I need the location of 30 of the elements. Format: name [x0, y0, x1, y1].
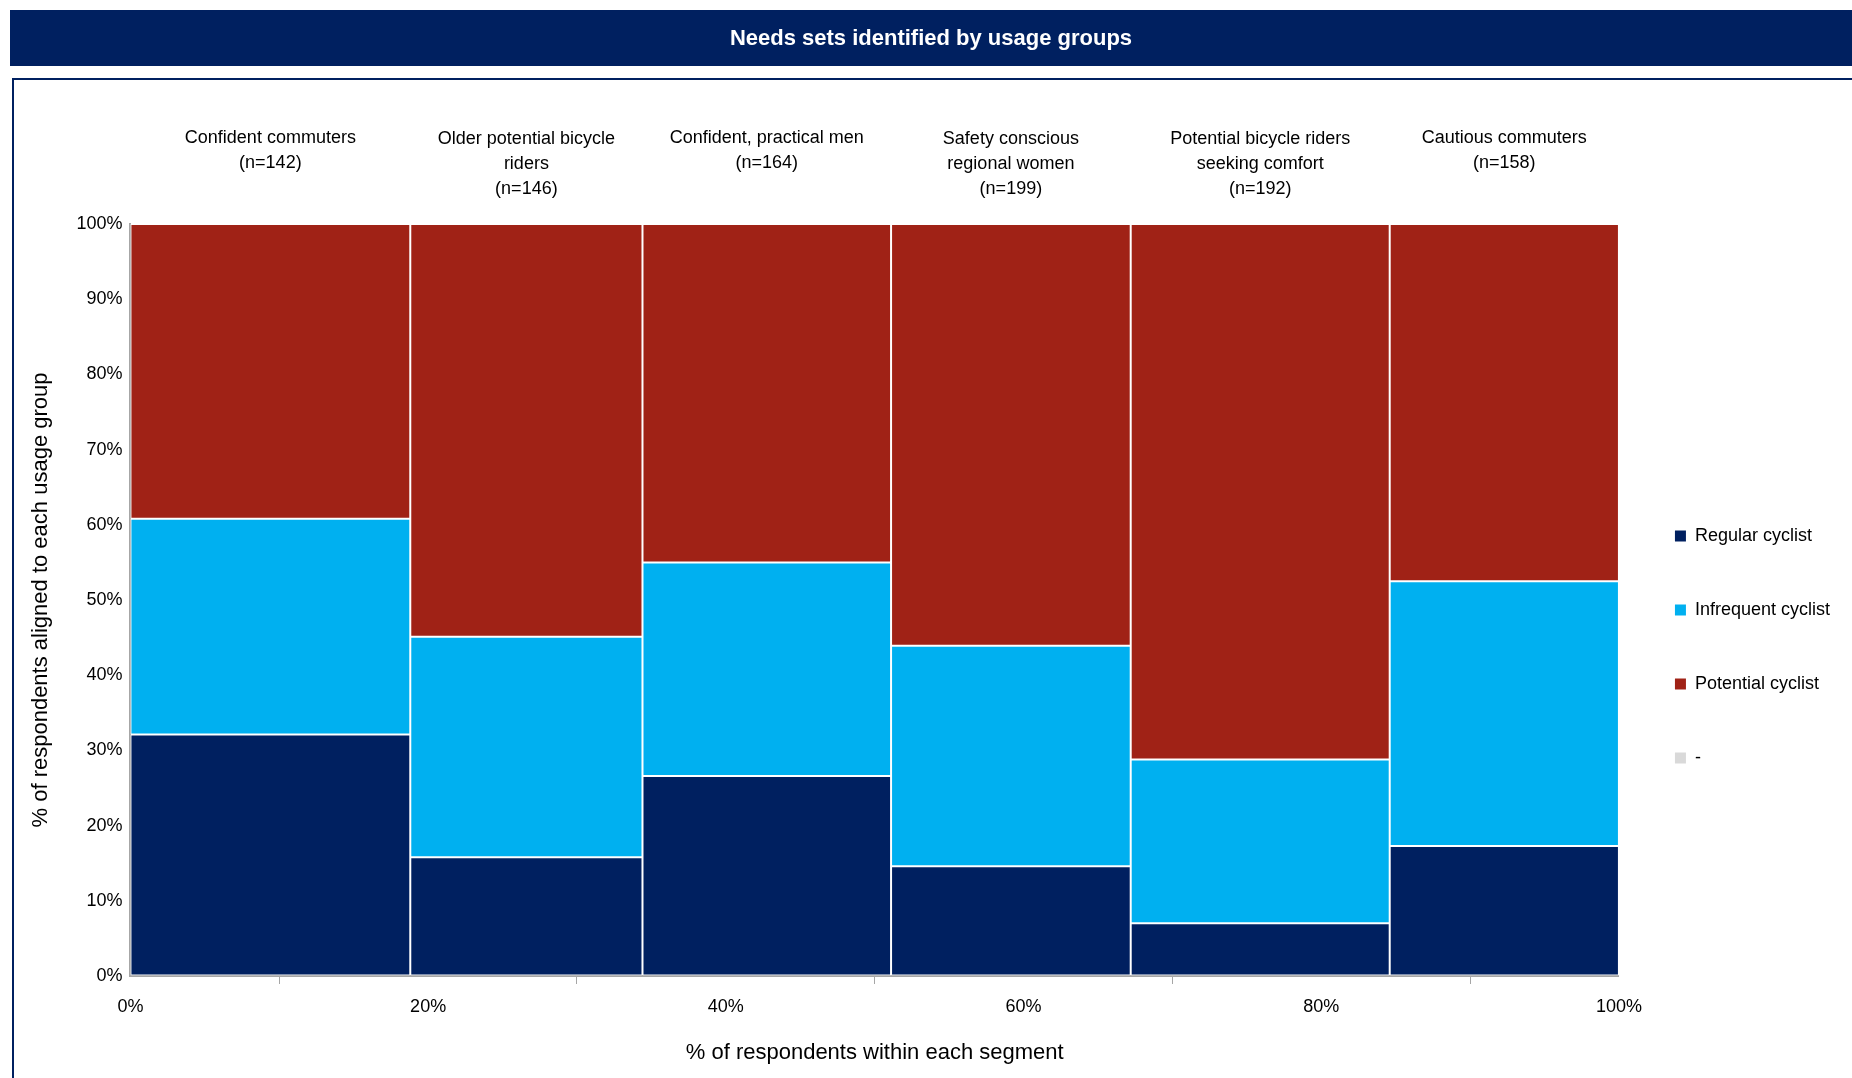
chart-title: Needs sets identified by usage groups: [10, 10, 1852, 66]
y-axis-title: % of respondents aligned to each usage group: [27, 372, 53, 828]
x-tick-label: 80%: [1303, 995, 1340, 1016]
x-axis-title: % of respondents within each segment: [685, 1038, 1064, 1064]
text: Confident, practical men (n=164): [669, 126, 864, 172]
y-tick-label: 100%: [76, 212, 123, 233]
y-tick-label: 40%: [86, 664, 123, 685]
y-tick-label: 50%: [86, 588, 123, 609]
text: Cautious commuters (n=158): [1421, 126, 1587, 172]
y-tick-label: 0%: [96, 964, 123, 985]
y-tick-label: 10%: [86, 889, 123, 910]
x-tick-label: 60%: [1005, 995, 1042, 1016]
x-tick-label: 100%: [1595, 995, 1642, 1016]
y-tick-label: 60%: [86, 513, 123, 534]
legend-label: -: [1694, 746, 1701, 767]
legend-label: Regular cyclist: [1694, 524, 1812, 545]
y-tick-label: 20%: [86, 814, 123, 835]
x-tick-label: 40%: [707, 995, 744, 1016]
y-tick-label: 80%: [86, 363, 123, 384]
y-tick-label: 70%: [86, 438, 123, 459]
y-tick-label: 30%: [86, 739, 123, 760]
text: Potential bicycle riders seeking comfort (n=192): [1170, 127, 1351, 198]
text: Safety conscious regional women (n=199): [942, 127, 1079, 198]
text: Confident commuters (n=142): [184, 126, 356, 172]
legend-label: Infrequent cyclist: [1694, 598, 1830, 619]
legend-label: Potential cyclist: [1694, 672, 1819, 693]
x-tick-label: 0%: [117, 995, 144, 1016]
text: Older potential bicycle riders (n=146): [437, 127, 615, 198]
x-tick-label: 20%: [410, 995, 447, 1016]
y-tick-label: 90%: [86, 288, 123, 309]
